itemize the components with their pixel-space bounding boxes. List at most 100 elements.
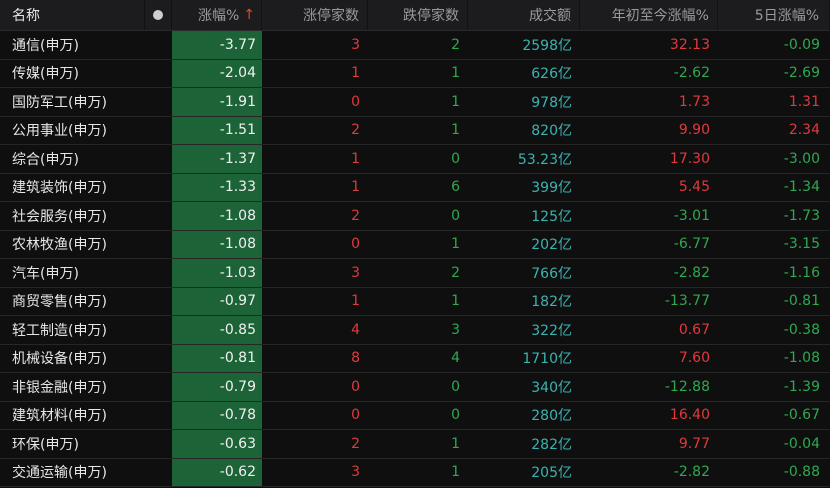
limit-down-cell: 1 — [451, 435, 460, 452]
change-cell: -2.04 — [172, 59, 262, 87]
limit-down-cell: 0 — [451, 150, 460, 167]
change-cell: -0.85 — [172, 316, 262, 344]
limit-down-cell: 1 — [451, 464, 460, 481]
sort-arrow-up-icon: ↑ — [243, 7, 255, 23]
table-row[interactable]: 公用事业(申万) -1.51 2 1 820亿 9.90 2.34 — [0, 116, 830, 145]
limit-down-cell: 1 — [451, 122, 460, 139]
table-row[interactable]: 交通运输(申万) -0.62 3 1 205亿 -2.82 -0.88 — [0, 458, 830, 487]
turnover-cell: 766亿 — [531, 265, 572, 282]
limit-down-cell: 0 — [451, 407, 460, 424]
table-header: 名称 涨幅% ↑ 涨停家数 跌停家数 成交额 年初至今涨幅% 5日涨幅% — [0, 0, 830, 31]
limit-up-cell: 1 — [351, 65, 360, 82]
spacer — [145, 316, 172, 344]
d5-cell: -0.04 — [783, 435, 820, 452]
sector-name: 传媒(申万) — [12, 66, 79, 83]
d5-cell: -3.15 — [783, 236, 820, 253]
sector-name: 汽车(申万) — [12, 265, 79, 282]
change-cell: -0.79 — [172, 373, 262, 401]
limit-down-cell: 3 — [451, 321, 460, 338]
limit-up-cell: 8 — [351, 350, 360, 367]
d5-cell: -0.88 — [783, 464, 820, 481]
ytd-cell: -3.01 — [673, 207, 710, 224]
ytd-cell: -2.82 — [673, 464, 710, 481]
sector-name: 建筑材料(申万) — [12, 408, 107, 425]
table-row[interactable]: 轻工制造(申万) -0.85 4 3 322亿 0.67 -0.38 — [0, 316, 830, 345]
spacer — [145, 373, 172, 401]
limit-up-cell: 3 — [351, 464, 360, 481]
table-row[interactable]: 通信(申万) -3.77 3 2 2598亿 32.13 -0.09 — [0, 31, 830, 60]
turnover-cell: 626亿 — [531, 66, 572, 83]
change-cell: -1.03 — [172, 259, 262, 287]
d5-cell: -0.38 — [783, 321, 820, 338]
ytd-cell: 32.13 — [669, 36, 710, 53]
table-row[interactable]: 社会服务(申万) -1.08 2 0 125亿 -3.01 -1.73 — [0, 202, 830, 231]
limit-up-cell: 0 — [351, 378, 360, 395]
col-name[interactable]: 名称 — [0, 0, 145, 30]
table-row[interactable]: 非银金融(申万) -0.79 0 0 340亿 -12.88 -1.39 — [0, 373, 830, 402]
table-row[interactable]: 农林牧渔(申万) -1.08 0 1 202亿 -6.77 -3.15 — [0, 230, 830, 259]
turnover-cell: 978亿 — [531, 94, 572, 111]
spacer — [145, 31, 172, 59]
limit-up-cell: 2 — [351, 435, 360, 452]
limit-up-cell: 2 — [351, 122, 360, 139]
limit-down-cell: 4 — [451, 350, 460, 367]
col-ytd[interactable]: 年初至今涨幅% — [580, 0, 718, 30]
limit-up-cell: 3 — [351, 36, 360, 53]
turnover-cell: 182亿 — [531, 294, 572, 311]
d5-cell: -1.16 — [783, 264, 820, 281]
change-cell: -0.97 — [172, 287, 262, 315]
limit-up-cell: 0 — [351, 407, 360, 424]
limit-down-cell: 2 — [451, 264, 460, 281]
spacer — [145, 259, 172, 287]
limit-down-cell: 6 — [451, 179, 460, 196]
turnover-cell: 322亿 — [531, 322, 572, 339]
d5-cell: -0.81 — [783, 293, 820, 310]
spacer — [145, 145, 172, 173]
spacer — [145, 459, 172, 487]
spacer — [145, 430, 172, 458]
limit-down-cell: 1 — [451, 65, 460, 82]
col-limit-down[interactable]: 跌停家数 — [368, 0, 468, 30]
turnover-cell: 202亿 — [531, 237, 572, 254]
table-row[interactable]: 传媒(申万) -2.04 1 1 626亿 -2.62 -2.69 — [0, 59, 830, 88]
col-turnover[interactable]: 成交额 — [468, 0, 580, 30]
spacer — [145, 202, 172, 230]
sector-name: 农林牧渔(申万) — [12, 237, 107, 254]
ytd-cell: 1.73 — [678, 93, 710, 110]
turnover-cell: 282亿 — [531, 436, 572, 453]
col-limit-up[interactable]: 涨停家数 — [262, 0, 368, 30]
change-cell: -0.62 — [172, 458, 262, 486]
table-row[interactable]: 国防军工(申万) -1.91 0 1 978亿 1.73 1.31 — [0, 88, 830, 117]
ytd-cell: 9.77 — [678, 435, 710, 452]
sector-name: 国防军工(申万) — [12, 94, 107, 111]
ytd-cell: -12.88 — [664, 378, 710, 395]
limit-up-cell: 2 — [351, 207, 360, 224]
ytd-cell: 16.40 — [669, 407, 710, 424]
col-5d[interactable]: 5日涨幅% — [718, 0, 830, 30]
limit-up-cell: 0 — [351, 93, 360, 110]
table-row[interactable]: 机械设备(申万) -0.81 8 4 1710亿 7.60 -1.08 — [0, 344, 830, 373]
table-row[interactable]: 汽车(申万) -1.03 3 2 766亿 -2.82 -1.16 — [0, 259, 830, 288]
table-row[interactable]: 建筑材料(申万) -0.78 0 0 280亿 16.40 -0.67 — [0, 401, 830, 430]
ytd-cell: 5.45 — [678, 179, 710, 196]
ytd-cell: 7.60 — [678, 350, 710, 367]
d5-cell: -1.08 — [783, 350, 820, 367]
d5-cell: -1.73 — [783, 207, 820, 224]
table-row[interactable]: 综合(申万) -1.37 1 0 53.23亿 17.30 -3.00 — [0, 145, 830, 174]
col-change[interactable]: 涨幅% ↑ — [172, 0, 262, 30]
limit-down-cell: 2 — [451, 36, 460, 53]
table-row[interactable]: 商贸零售(申万) -0.97 1 1 182亿 -13.77 -0.81 — [0, 287, 830, 316]
turnover-cell: 125亿 — [531, 208, 572, 225]
table-row[interactable]: 建筑装饰(申万) -1.33 1 6 399亿 5.45 -1.34 — [0, 173, 830, 202]
spacer — [145, 231, 172, 259]
change-cell: -1.51 — [172, 116, 262, 144]
change-cell: -3.77 — [172, 31, 262, 59]
turnover-cell: 205亿 — [531, 465, 572, 482]
table-row[interactable]: 环保(申万) -0.63 2 1 282亿 9.77 -0.04 — [0, 430, 830, 459]
change-cell: -1.08 — [172, 202, 262, 230]
d5-cell: 2.34 — [788, 122, 820, 139]
col-dot[interactable] — [145, 0, 172, 30]
turnover-cell: 340亿 — [531, 379, 572, 396]
ytd-cell: -13.77 — [664, 293, 710, 310]
